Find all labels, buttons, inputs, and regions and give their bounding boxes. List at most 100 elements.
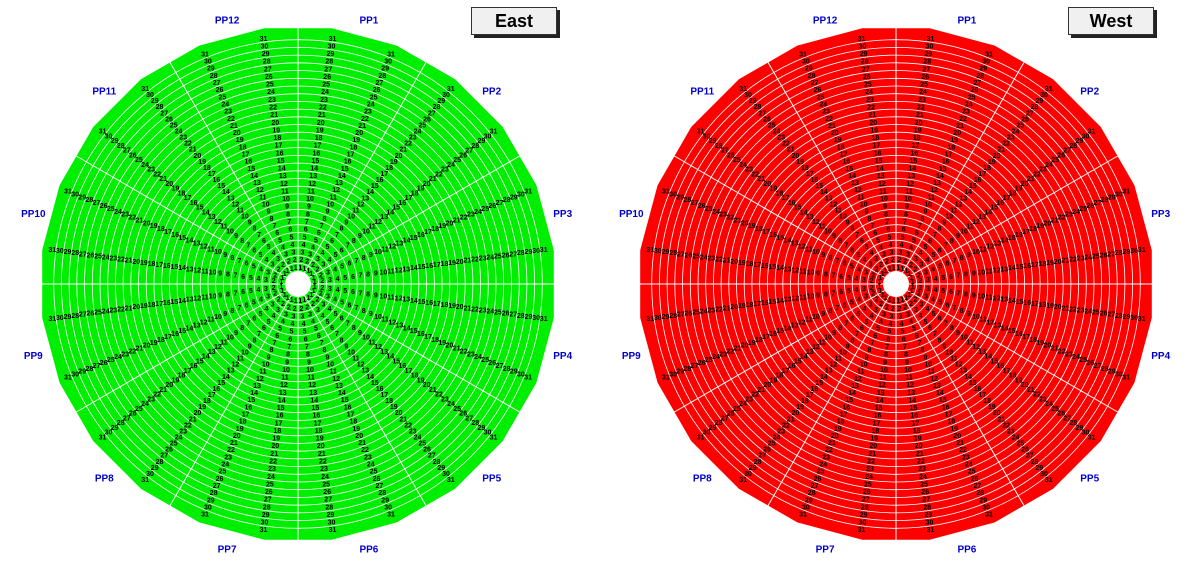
west-cell-number: 16 <box>769 232 777 239</box>
west-cell-number: 4 <box>879 319 883 326</box>
west-cell-number: 24 <box>1012 129 1020 136</box>
east-cell-number: 20 <box>446 343 454 350</box>
west-cell-number: 5 <box>941 275 945 282</box>
east-cell-number: 8 <box>226 272 230 279</box>
west-cell-number: 12 <box>878 382 886 389</box>
west-cell-number: 4 <box>909 244 913 251</box>
west-cell-number: 22 <box>1069 257 1077 264</box>
east-cell-number: 19 <box>150 223 158 230</box>
east-cell-number: 6 <box>245 261 249 268</box>
east-cell-number: 4 <box>281 244 285 251</box>
east-cell-number: 5 <box>249 275 253 282</box>
west-cell-number: 29 <box>709 425 717 432</box>
west-cell-number: 14 <box>848 173 856 180</box>
east-cell-number: 22 <box>117 306 125 313</box>
east-cell-number: 19 <box>438 223 446 230</box>
east-cell-number: 27 <box>465 415 473 422</box>
west-cell-number: 5 <box>876 326 880 333</box>
west-cell-number: 6 <box>843 302 847 309</box>
west-cell-number: 15 <box>1016 264 1024 271</box>
east-title: East <box>471 7 557 35</box>
east-cell-number: 10 <box>374 249 382 256</box>
east-cell-number: 12 <box>280 382 288 389</box>
east-cell-number: 13 <box>208 214 216 221</box>
east-cell-number: 15 <box>171 299 179 306</box>
east-cell-number: 6 <box>330 325 334 332</box>
east-cell-number: 26 <box>488 203 496 210</box>
west-cell-number: 14 <box>936 173 944 180</box>
east-cell-number: 13 <box>253 180 261 187</box>
west-cell-number: 28 <box>976 73 984 80</box>
east-cell-number: 28 <box>378 490 386 497</box>
west-cell-number: 24 <box>865 89 873 96</box>
west-cell-number: 26 <box>1086 203 1094 210</box>
west-cell-number: 21 <box>997 147 1005 154</box>
east-cell-number: 2 <box>293 306 297 313</box>
west-cell-number: 10 <box>880 196 888 203</box>
east-cell-number: 22 <box>435 171 443 178</box>
west-cell-number: 22 <box>1002 141 1010 148</box>
east-cell-number: 14 <box>186 325 194 332</box>
east-cell-number: 17 <box>405 195 413 202</box>
east-cell-number: 27 <box>428 453 436 460</box>
east-cell-number: 9 <box>248 220 252 227</box>
west-cell-number: 9 <box>865 354 869 361</box>
west-cell-number: 9 <box>956 330 960 337</box>
east-cell-number: 17 <box>275 420 283 427</box>
west-cell-number: 23 <box>1077 308 1085 315</box>
west-cell-number: 5 <box>850 264 854 271</box>
east-cell-number: 27 <box>213 483 221 490</box>
east-cell-number: 5 <box>267 244 271 251</box>
west-cell-number: 29 <box>676 194 684 201</box>
west-cell-number: 20 <box>831 433 839 440</box>
east-cell-number: 22 <box>404 422 412 429</box>
west-cell-number: 26 <box>863 74 871 81</box>
west-cell-number: 31 <box>697 434 705 441</box>
east-cell-number: 11 <box>352 208 360 215</box>
west-cell-number: 14 <box>1001 238 1009 245</box>
west-cell-number: 20 <box>953 130 961 137</box>
west-cell-number: 22 <box>715 306 723 313</box>
east-pp-label: PP9 <box>24 351 43 362</box>
east-cell-number: 5 <box>334 252 338 259</box>
east-cell-number: 30 <box>204 59 212 66</box>
west-cell-number: 29 <box>1123 314 1131 321</box>
east-cell-number: 30 <box>517 372 525 379</box>
east-cell-number: 15 <box>410 328 418 335</box>
west-cell-number: 24 <box>700 309 708 316</box>
east-cell-number: 17 <box>155 262 163 269</box>
east-cell-number: 16 <box>417 232 425 239</box>
west-cell-number: 6 <box>945 302 949 309</box>
west-cell-number: 15 <box>815 183 823 190</box>
west-cell-number: 31 <box>1088 434 1096 441</box>
east-cell-number: 4 <box>259 297 263 304</box>
west-cell-number: 31 <box>1122 375 1130 382</box>
west-cell-number: 20 <box>915 443 923 450</box>
west-pp-label: PP1 <box>957 15 976 26</box>
east-cell-number: 9 <box>344 343 348 350</box>
west-cell-number: 23 <box>777 428 785 435</box>
east-cell-number: 28 <box>71 250 79 257</box>
west-cell-number: 29 <box>979 497 987 504</box>
west-cell-number: 25 <box>692 310 700 317</box>
east-cell-number: 30 <box>261 520 269 527</box>
west-cell-number: 31 <box>1045 86 1053 93</box>
west-cell-number: 5 <box>923 244 927 251</box>
west-cell-number: 28 <box>1101 197 1109 204</box>
west-cell-number: 2 <box>871 272 875 279</box>
east-cell-number: 7 <box>246 320 250 327</box>
west-cell-number: 2 <box>918 278 922 285</box>
east-cell-number: 5 <box>340 299 344 306</box>
east-cell-number: 27 <box>465 148 473 155</box>
east-cell-number: 13 <box>380 214 388 221</box>
west-cell-number: 15 <box>769 299 777 306</box>
east-cell-number: 26 <box>323 74 331 81</box>
east-cell-number: 25 <box>107 206 115 213</box>
west-cell-number: 2 <box>918 285 922 292</box>
east-cell-number: 3 <box>308 311 312 318</box>
west-cell-number: 27 <box>1026 453 1034 460</box>
east-cell-number: 12 <box>332 187 340 194</box>
west-cell-number: 14 <box>820 374 828 381</box>
east-cell-number: 31 <box>490 129 498 136</box>
east-cell-number: 27 <box>93 200 101 207</box>
